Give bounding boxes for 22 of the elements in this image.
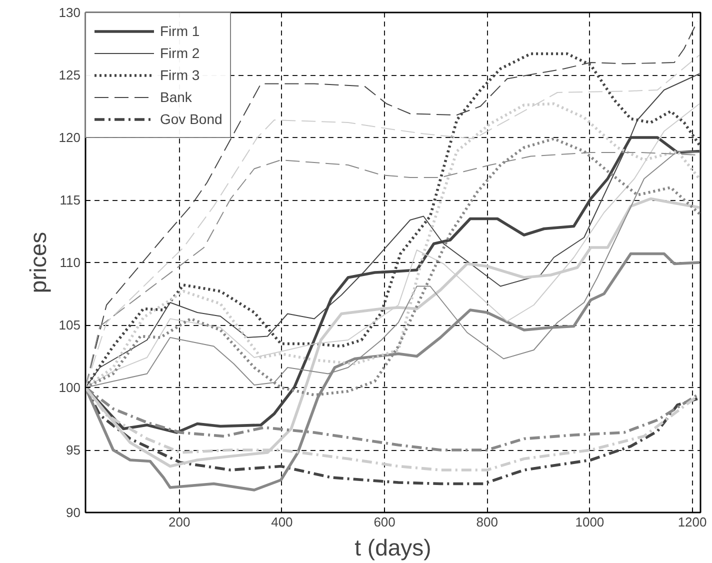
legend-label: Firm 3 xyxy=(160,67,200,83)
legend-label: Firm 2 xyxy=(160,45,200,61)
y-tick-label: 115 xyxy=(60,192,81,208)
legend-label: Firm 1 xyxy=(160,23,200,39)
legend-label: Gov Bond xyxy=(160,111,222,127)
y-tick-label: 125 xyxy=(58,68,81,82)
x-tick-label: 800 xyxy=(476,514,498,530)
y-axis-title: prices xyxy=(24,232,51,294)
x-tick-label: 600 xyxy=(374,514,396,530)
x-tick-label: 1200 xyxy=(678,514,707,530)
x-tick-label: 400 xyxy=(271,514,293,530)
x-axis-title: t (days) xyxy=(354,534,432,560)
y-tick-label: 100 xyxy=(58,380,81,395)
x-tick-label: 200 xyxy=(168,514,190,530)
y-tick-label: 110 xyxy=(60,255,81,270)
y-tick-label: 120 xyxy=(58,130,81,145)
y-tick-label: 90 xyxy=(66,505,81,520)
x-tick-label: 1000 xyxy=(575,514,604,530)
legend-label: Bank xyxy=(160,89,192,105)
y-tick-label: 95 xyxy=(66,442,81,458)
y-tick-label: 105 xyxy=(58,318,81,332)
y-tick-label: 130 xyxy=(58,5,81,20)
